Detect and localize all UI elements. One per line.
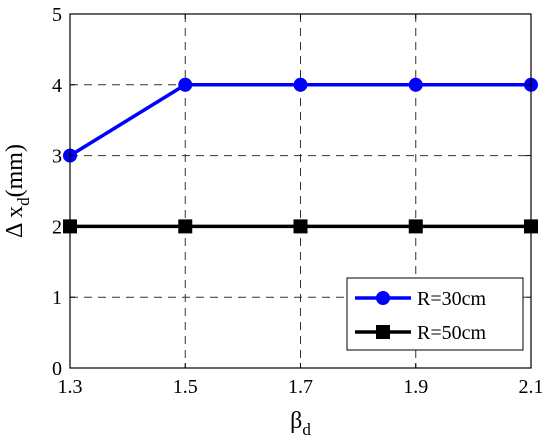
x-tick-label: 1.7 <box>288 376 313 398</box>
y-tick-label: 1 <box>52 287 62 309</box>
x-tick-label: 1.9 <box>403 376 428 398</box>
legend-item: R=50cm <box>355 322 486 344</box>
y-axis-label-suffix: (mm) <box>2 144 28 197</box>
x-tick-label: 1.3 <box>58 376 83 398</box>
x-axis-label-sub: d <box>302 420 311 439</box>
y-tick-label: 4 <box>52 75 62 97</box>
x-tick-label: 1.5 <box>173 376 198 398</box>
data-point <box>293 219 308 234</box>
y-axis-label-sub: d <box>14 197 33 206</box>
data-point <box>178 77 193 92</box>
y-tick-label: 3 <box>52 146 62 168</box>
legend-item: R=30cm <box>355 288 486 310</box>
y-tick-label: 2 <box>52 216 62 238</box>
data-point <box>178 219 193 234</box>
y-tick-label: 5 <box>52 4 62 26</box>
legend-marker <box>376 325 390 339</box>
data-point <box>408 77 423 92</box>
y-axis-label: Δ xd(mm) <box>2 144 33 238</box>
x-axis-label-main: β <box>290 408 302 434</box>
tick-labels: 1.3 1.5 1.7 1.9 2.1 0 1 2 3 4 5 <box>52 4 544 398</box>
y-axis-label-prefix: Δ x <box>2 206 28 238</box>
data-point <box>293 77 308 92</box>
x-tick-label: 2.1 <box>519 376 544 398</box>
legend-marker <box>376 291 390 305</box>
legend-label: R=50cm <box>417 322 486 344</box>
y-tick-label: 0 <box>52 358 62 380</box>
x-axis-label: βd <box>290 408 311 439</box>
series-1 <box>63 77 538 163</box>
data-point <box>408 219 423 234</box>
legend: R=30cm R=50cm <box>346 277 524 351</box>
legend-label: R=30cm <box>417 288 486 310</box>
series-2 <box>63 219 538 234</box>
